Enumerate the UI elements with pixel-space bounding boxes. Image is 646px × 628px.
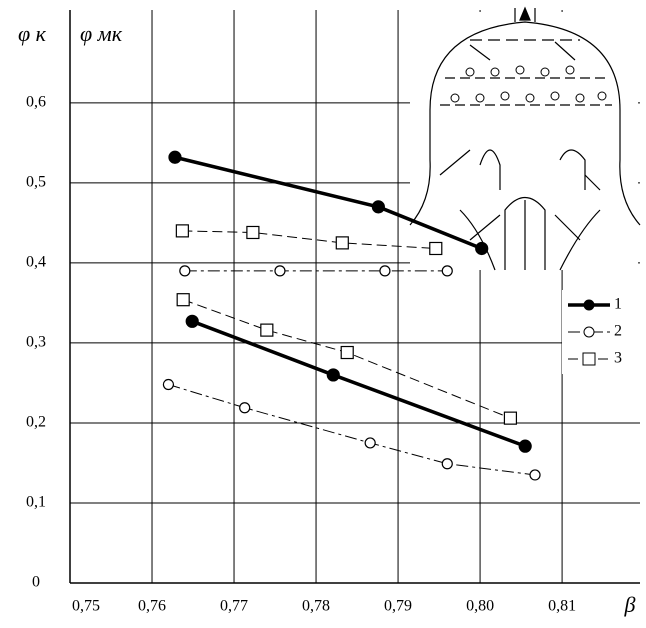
x-tick-label: 0,81 (548, 598, 576, 615)
marker (261, 324, 273, 336)
y-axis-label: φ мк (80, 21, 123, 46)
legend-marker (583, 353, 595, 365)
inset-diagram (410, 8, 640, 270)
y-tick-label: 0,5 (26, 174, 46, 191)
y-tick-label: 0,2 (26, 414, 46, 431)
series-line (192, 321, 525, 446)
marker (275, 266, 285, 276)
marker (530, 470, 540, 480)
marker (186, 315, 198, 327)
marker (365, 438, 375, 448)
marker (341, 347, 353, 359)
marker (336, 237, 348, 249)
marker (327, 369, 339, 381)
marker (372, 201, 384, 213)
x-axis-label: β (624, 592, 636, 617)
marker (177, 294, 189, 306)
x-tick-label: 0,77 (220, 598, 248, 615)
y-tick-label: 0 (32, 574, 40, 591)
marker (163, 380, 173, 390)
marker (476, 242, 488, 254)
x-tick-label: 0,79 (384, 598, 412, 615)
x-tick-label: 0,75 (72, 598, 100, 615)
marker (247, 226, 259, 238)
marker (442, 266, 452, 276)
x-tick-label: 0,76 (138, 598, 166, 615)
marker (169, 151, 181, 163)
legend-marker (584, 300, 594, 310)
y-tick-label: 0,6 (26, 94, 46, 111)
marker (504, 412, 516, 424)
chart: φ к φ мк β 0 0,1 0,2 0,3 0,4 0,5 0,6 0,75 0,76 0,… (0, 0, 646, 628)
legend-label: 3 (614, 350, 622, 367)
marker (430, 242, 442, 254)
legend-label: 1 (614, 296, 622, 313)
y-tick-label: 0,1 (26, 494, 46, 511)
legend-label: 2 (614, 323, 622, 340)
y-axis-label: φ к (18, 21, 47, 46)
legend-marker (584, 327, 594, 337)
x-tick-label: 0,80 (466, 598, 494, 615)
legend: 1 2 3 (562, 290, 640, 374)
marker (380, 266, 390, 276)
marker (180, 266, 190, 276)
marker (240, 403, 250, 413)
marker (519, 440, 531, 452)
y-tick-label: 0,4 (26, 254, 46, 271)
marker (176, 225, 188, 237)
y-tick-label: 0,3 (26, 334, 46, 351)
marker (442, 459, 452, 469)
x-tick-label: 0,78 (302, 598, 330, 615)
